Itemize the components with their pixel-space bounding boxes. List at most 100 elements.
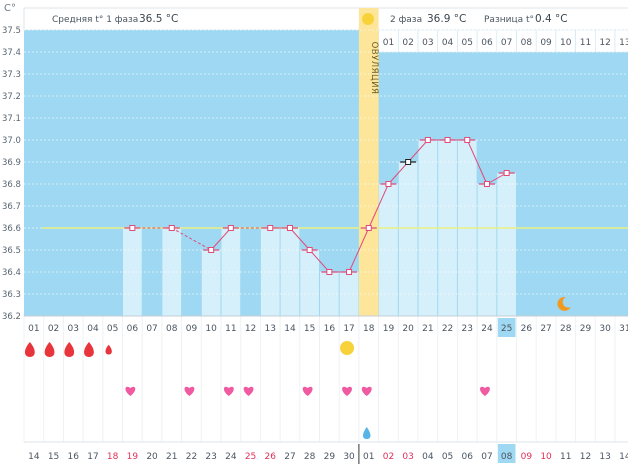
temperature-point[interactable]: [365, 225, 372, 231]
calendar-date-label[interactable]: 22: [186, 452, 197, 462]
temperature-point[interactable]: [405, 159, 412, 165]
calendar-date-label[interactable]: 01: [363, 452, 374, 462]
y-tick-label: 36.8: [2, 180, 21, 190]
calendar-date-label[interactable]: 14: [619, 452, 628, 462]
calendar-date-label[interactable]: 21: [166, 452, 177, 462]
moon-icon[interactable]: [557, 296, 571, 311]
cycle-day-label[interactable]: 01: [28, 324, 39, 334]
calendar-date-label[interactable]: 04: [422, 452, 434, 462]
heart-icon[interactable]: [184, 386, 195, 396]
cycle-day-label[interactable]: 31: [619, 324, 628, 334]
heart-icon[interactable]: [243, 386, 254, 396]
cycle-day-label[interactable]: 28: [560, 324, 572, 334]
heart-icon[interactable]: [342, 386, 352, 396]
cycle-day-label[interactable]: 24: [481, 324, 493, 334]
cycle-day-label[interactable]: 11: [225, 324, 236, 334]
calendar-date-label[interactable]: 08: [501, 452, 513, 462]
calendar-date-label[interactable]: 20: [146, 452, 158, 462]
cycle-day-label[interactable]: 29: [580, 324, 592, 334]
calendar-date-label[interactable]: 28: [304, 452, 316, 462]
cycle-day-label[interactable]: 17: [343, 324, 354, 334]
cycle-day-label[interactable]: 08: [166, 324, 178, 334]
cycle-day-label[interactable]: 16: [324, 324, 336, 334]
cycle-day-label[interactable]: 26: [521, 324, 533, 334]
heart-icon[interactable]: [223, 386, 234, 396]
heart-icon[interactable]: [125, 386, 136, 396]
calendar-date-label[interactable]: 14: [28, 452, 40, 462]
cycle-day-label[interactable]: 20: [402, 324, 414, 334]
calendar-date-label[interactable]: 25: [245, 452, 256, 462]
cycle-day-label[interactable]: 09: [186, 324, 198, 334]
calendar-date-label[interactable]: 05: [442, 452, 453, 462]
sun-icon[interactable]: [340, 341, 355, 355]
cycle-day-label[interactable]: 04: [87, 324, 99, 334]
temperature-point[interactable]: [483, 181, 490, 187]
cycle-day-label[interactable]: 05: [107, 324, 118, 334]
temperature-point[interactable]: [227, 225, 234, 231]
calendar-date-label[interactable]: 23: [205, 452, 216, 462]
calendar-date-label[interactable]: 18: [107, 452, 119, 462]
calendar-date-label[interactable]: 10: [540, 452, 552, 462]
calendar-date-label[interactable]: 17: [87, 452, 98, 462]
temperature-point[interactable]: [267, 225, 274, 231]
cycle-day-label[interactable]: 03: [68, 324, 79, 334]
cycle-day-label[interactable]: 27: [540, 324, 551, 334]
temperature-point[interactable]: [385, 181, 392, 187]
temperature-point[interactable]: [503, 170, 510, 176]
temperature-point[interactable]: [424, 137, 431, 143]
cycle-day-label[interactable]: 10: [205, 324, 217, 334]
cycle-day-label[interactable]: 18: [363, 324, 375, 334]
calendar-date-label[interactable]: 29: [324, 452, 336, 462]
cycle-day-label[interactable]: 21: [422, 324, 433, 334]
heart-icon[interactable]: [480, 386, 490, 396]
calendar-date-label[interactable]: 26: [265, 452, 277, 462]
calendar-date-label[interactable]: 02: [383, 452, 394, 462]
y-tick-label: 36.9: [2, 158, 21, 168]
heart-icon[interactable]: [361, 386, 372, 396]
temperature-point[interactable]: [208, 247, 215, 253]
cycle-day-label[interactable]: 19: [383, 324, 395, 334]
cycle-day-label[interactable]: 25: [501, 324, 512, 334]
calendar-date-label[interactable]: 09: [521, 452, 533, 462]
calendar-date-label[interactable]: 13: [599, 452, 610, 462]
cycle-day-label[interactable]: 02: [48, 324, 59, 334]
calendar-date-label[interactable]: 03: [402, 452, 413, 462]
temperature-point[interactable]: [346, 269, 353, 275]
blood-drop-icon[interactable]: [44, 342, 55, 357]
blood-drop-icon[interactable]: [64, 342, 75, 357]
cycle-day-label[interactable]: 22: [442, 324, 453, 334]
calendar-date-label[interactable]: 27: [284, 452, 295, 462]
cycle-day-label[interactable]: 06: [127, 324, 139, 334]
temperature-point[interactable]: [286, 225, 293, 231]
temperature-line-segment: [407, 139, 429, 163]
temperature-point[interactable]: [326, 269, 333, 275]
calendar-date-label[interactable]: 06: [462, 452, 474, 462]
water-drop-icon[interactable]: [363, 427, 371, 439]
calendar-date-label[interactable]: 15: [48, 452, 59, 462]
cycle-day-label[interactable]: 15: [304, 324, 315, 334]
cycle-day-label[interactable]: 13: [265, 324, 276, 334]
calendar-date-label[interactable]: 30: [343, 452, 355, 462]
calendar-date-label[interactable]: 07: [481, 452, 492, 462]
calendar-date-label[interactable]: 12: [580, 452, 591, 462]
temperature-line-segment: [388, 161, 409, 185]
blood-drop-icon[interactable]: [84, 342, 94, 357]
calendar-date-label[interactable]: 11: [560, 452, 571, 462]
cycle-day-label[interactable]: 30: [599, 324, 611, 334]
temperature-point[interactable]: [464, 137, 471, 143]
blood-drop-icon[interactable]: [105, 344, 112, 355]
blood-drop-icon[interactable]: [24, 342, 35, 357]
heart-icon[interactable]: [302, 386, 313, 396]
temperature-point[interactable]: [444, 137, 451, 143]
y-tick-label: 37.4: [2, 48, 21, 58]
calendar-date-label[interactable]: 16: [68, 452, 80, 462]
calendar-date-label[interactable]: 24: [225, 452, 237, 462]
temperature-point[interactable]: [168, 225, 175, 231]
cycle-day-label[interactable]: 14: [284, 324, 296, 334]
cycle-day-label[interactable]: 23: [462, 324, 473, 334]
cycle-day-label[interactable]: 12: [245, 324, 256, 334]
cycle-day-label[interactable]: 07: [146, 324, 157, 334]
calendar-date-label[interactable]: 19: [127, 452, 139, 462]
temperature-point[interactable]: [306, 247, 313, 253]
temperature-point[interactable]: [129, 225, 136, 231]
